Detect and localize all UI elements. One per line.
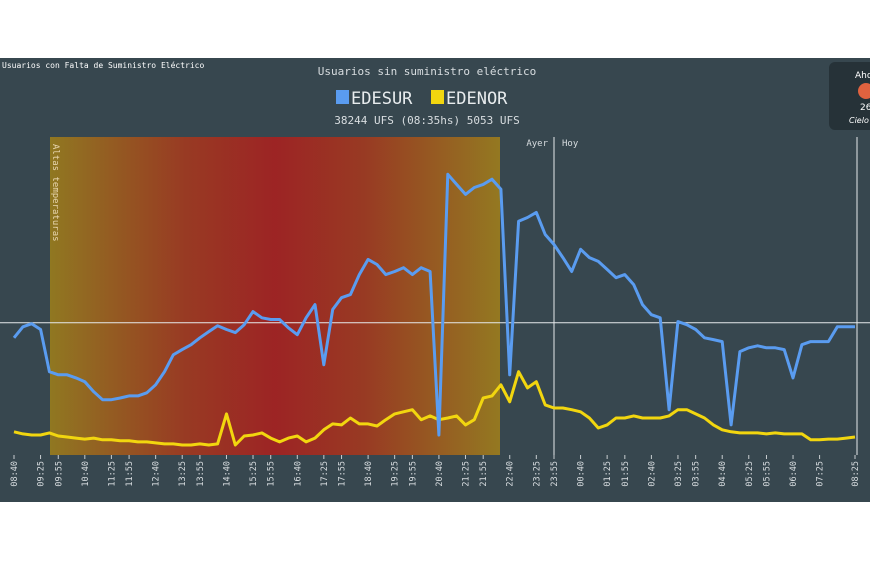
widget-temp: 26 (860, 103, 870, 113)
x-tick-label: 08:40 (10, 461, 20, 487)
chart-title: Usuarios sin suministro eléctrico (318, 65, 537, 78)
x-tick-label: 09:55 (54, 461, 64, 487)
x-tick-label: 00:40 (577, 461, 587, 487)
x-tick-label: 03:25 (674, 461, 684, 487)
page-header: Usuarios con Falta de Suministro Eléctri… (2, 60, 204, 70)
x-tick-label: 22:40 (506, 461, 516, 487)
series-line (12, 172, 855, 437)
legend-swatch (431, 90, 444, 104)
x-tick-label: 08:25 (851, 461, 861, 487)
x-tick-label: 16:40 (293, 461, 303, 487)
x-tick-label: 06:40 (789, 461, 799, 487)
x-tick-label: 13:55 (196, 461, 206, 487)
x-tick-label: 15:25 (249, 461, 259, 487)
x-tick-label: 01:25 (603, 461, 613, 487)
widget-condition: Cielo (849, 116, 869, 125)
heat-band (50, 137, 500, 455)
x-tick-label: 21:25 (461, 461, 471, 487)
legend-swatch (336, 90, 349, 104)
x-tick-label: 13:25 (178, 461, 188, 487)
x-tick-label: 11:55 (125, 461, 135, 487)
x-tick-label: 05:55 (762, 461, 772, 487)
legend-label: EDESUR (351, 89, 413, 109)
widget-label: Aho (855, 71, 870, 81)
x-tick-label: 05:25 (745, 461, 755, 487)
x-tick-label: 10:40 (81, 461, 91, 487)
x-tick-label: 04:40 (718, 461, 728, 487)
series-line (13, 370, 856, 447)
legend-label: EDENOR (446, 89, 508, 109)
x-tick-label: 19:55 (408, 461, 418, 487)
x-tick-label: 23:55 (550, 461, 560, 487)
x-tick-label: 18:40 (364, 461, 374, 487)
weather-icon (858, 83, 870, 99)
x-tick-label: 15:55 (267, 461, 277, 487)
x-tick-label: 03:55 (692, 461, 702, 487)
x-tick-label: 23:25 (532, 461, 542, 487)
chart-subtitle: 38244 UFS (08:35hs) 5053 UFS (334, 114, 519, 127)
x-tick-label: 12:40 (152, 461, 162, 487)
shade-annotation: Altas temperaturas (50, 144, 60, 242)
x-tick-label: 21:55 (479, 461, 489, 487)
x-tick-label: 14:40 (222, 461, 232, 487)
x-tick-label: 07:25 (816, 461, 826, 487)
x-tick-label: 02:40 (647, 461, 657, 487)
x-tick-label: 17:25 (320, 461, 330, 487)
ayer-label: Ayer (526, 139, 548, 149)
widget-box (829, 62, 870, 130)
x-tick-label: 17:55 (338, 461, 348, 487)
x-tick-label: 20:40 (435, 461, 445, 487)
hoy-label: Hoy (562, 139, 579, 149)
weather-widget: Aho 26 Cielo (829, 62, 870, 130)
x-tick-label: 19:25 (391, 461, 401, 487)
x-tick-label: 09:25 (37, 461, 47, 487)
x-tick-label: 11:25 (107, 461, 117, 487)
x-tick-label: 01:55 (621, 461, 631, 487)
